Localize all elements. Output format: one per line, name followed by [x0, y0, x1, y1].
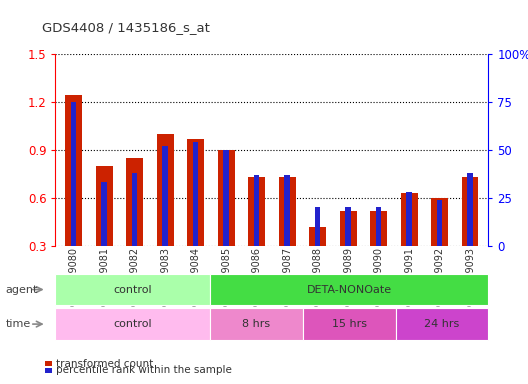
- Text: GDS4408 / 1435186_s_at: GDS4408 / 1435186_s_at: [42, 21, 210, 34]
- Bar: [345, 207, 351, 246]
- Bar: [437, 200, 442, 246]
- Bar: [65, 95, 82, 294]
- Text: transformed count: transformed count: [56, 359, 153, 369]
- Bar: [315, 207, 320, 246]
- Bar: [370, 210, 387, 294]
- Bar: [248, 177, 265, 294]
- Bar: [96, 166, 112, 294]
- Bar: [376, 207, 381, 246]
- Bar: [132, 173, 137, 246]
- Bar: [309, 227, 326, 294]
- Bar: [163, 146, 168, 246]
- Text: agent: agent: [5, 285, 37, 295]
- Bar: [223, 150, 229, 246]
- Bar: [193, 142, 199, 246]
- Bar: [401, 193, 418, 294]
- Bar: [407, 192, 412, 246]
- Text: 24 hrs: 24 hrs: [425, 319, 460, 329]
- Bar: [218, 150, 234, 294]
- Text: percentile rank within the sample: percentile rank within the sample: [56, 366, 232, 376]
- Text: control: control: [114, 319, 152, 329]
- Bar: [254, 175, 259, 246]
- Bar: [157, 134, 174, 294]
- Bar: [279, 177, 296, 294]
- Bar: [71, 102, 77, 246]
- Bar: [467, 173, 473, 246]
- Bar: [101, 182, 107, 246]
- Bar: [187, 139, 204, 294]
- Bar: [126, 158, 143, 294]
- Bar: [285, 175, 290, 246]
- Text: control: control: [114, 285, 152, 295]
- Bar: [340, 210, 356, 294]
- Text: 8 hrs: 8 hrs: [242, 319, 270, 329]
- Text: DETA-NONOate: DETA-NONOate: [307, 285, 392, 295]
- Text: time: time: [5, 319, 31, 329]
- Bar: [461, 177, 478, 294]
- Bar: [431, 198, 448, 294]
- Text: 15 hrs: 15 hrs: [332, 319, 367, 329]
